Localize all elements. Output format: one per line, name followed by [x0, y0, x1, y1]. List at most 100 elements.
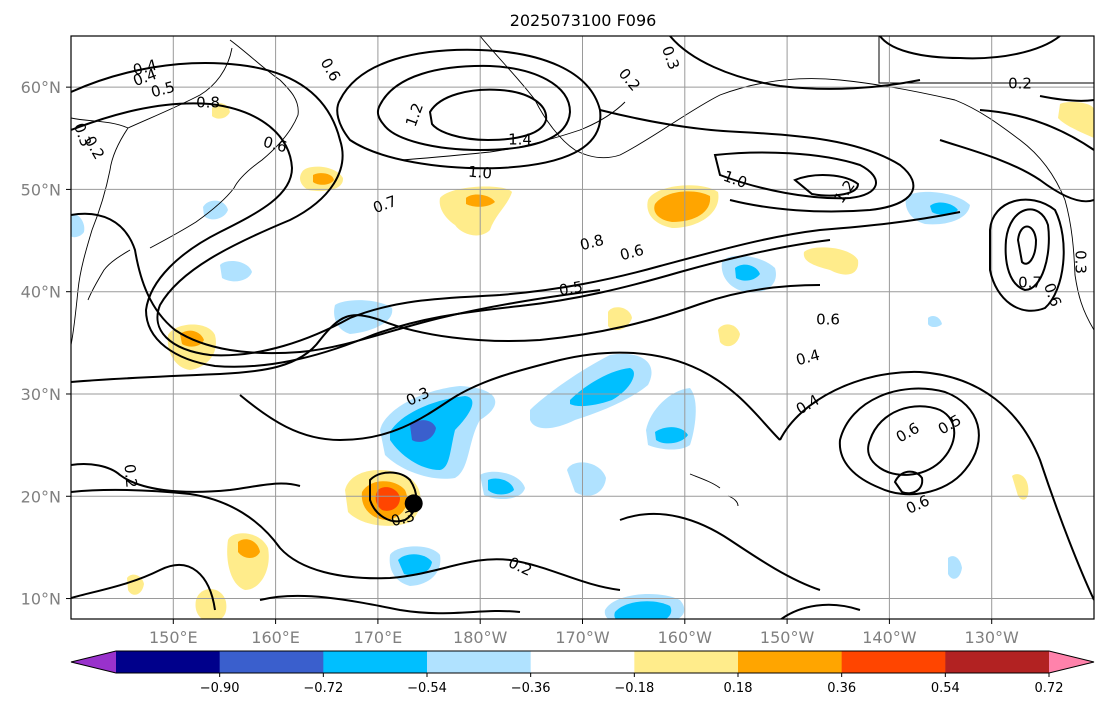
latitude-label: 10°N — [21, 590, 61, 609]
contour-line — [71, 564, 216, 611]
asia-coastline — [71, 117, 129, 346]
contour-line — [867, 405, 956, 476]
contour-value-label: 0.2 — [1008, 75, 1032, 93]
contour-lines — [71, 36, 1094, 619]
contour-value-label: 0.7 — [1018, 274, 1042, 292]
kuril-islands — [149, 187, 235, 249]
longitude-label: 180°W — [453, 628, 508, 647]
positive-anomaly-area — [718, 324, 740, 347]
contour-line — [893, 470, 924, 495]
colorbar-extend-min — [71, 651, 116, 673]
latitude-label: 50°N — [21, 180, 61, 199]
negative-anomaly-area — [220, 260, 252, 282]
negative-anomaly-area — [614, 601, 672, 619]
colorbar-tick-label: 0.72 — [1035, 681, 1064, 696]
positive-anomaly-area — [375, 487, 400, 511]
contour-line — [259, 594, 521, 615]
longitude-label: 170°E — [354, 628, 403, 647]
map-inset-border — [878, 36, 1094, 84]
contour-line — [1004, 208, 1050, 292]
contour-value-label: 0.6 — [816, 311, 840, 329]
contour-line — [71, 102, 831, 368]
longitude-label: 160°E — [251, 628, 300, 647]
contour-line — [979, 109, 1094, 151]
latitude-label: 20°N — [21, 487, 61, 506]
contour-value-label: 0.4 — [794, 346, 822, 370]
colorbar-tick-label: 0.54 — [931, 681, 960, 696]
colorbar: −0.90 −0.72 −0.54 −0.36 −0.18 0.18 0.36 0.54 0.7… — [70, 650, 1095, 696]
longitude-label: 160°W — [658, 628, 713, 647]
contour-line — [428, 88, 548, 142]
contour-line — [793, 174, 860, 197]
map-title: 2025073100 F096 — [510, 11, 657, 30]
latitude-label: 30°N — [21, 385, 61, 404]
latitude-label: 40°N — [21, 283, 61, 302]
colorbar-segment — [738, 651, 843, 673]
positive-anomaly-area — [608, 307, 632, 331]
negative-anomaly-area — [567, 462, 606, 496]
kamchatka-coastline — [229, 39, 299, 189]
contour-line — [376, 64, 572, 152]
colorbar-segment — [219, 651, 324, 673]
colorbar-segment — [323, 651, 428, 673]
contour-line — [713, 151, 877, 200]
longitude-label: 150°E — [149, 628, 198, 647]
colorbar-segment — [530, 651, 635, 673]
colorbar-tick-label: 0.18 — [724, 681, 753, 696]
latitude-axis: 60°N 50°N 40°N 30°N 20°N 10°N — [21, 78, 71, 609]
negative-anomaly-area — [930, 202, 958, 215]
colorbar-segment — [841, 651, 946, 673]
colorbar-tick-label: 0.36 — [827, 681, 856, 696]
longitude-label: 130°W — [965, 628, 1020, 647]
colorbar-tick-label: −0.18 — [614, 681, 654, 696]
colorbar-tick-label: −0.90 — [200, 681, 240, 696]
negative-anomaly-area — [948, 556, 962, 579]
contour-value-label: 1.4 — [508, 131, 532, 149]
longitude-axis: 150°E 160°E 170°E 180°W 170°W 160°W 150°W 140°W… — [149, 619, 1019, 647]
positive-anomaly-area — [654, 191, 711, 222]
colorbar-extend-max — [1049, 651, 1094, 673]
negative-anomaly-area — [735, 264, 760, 281]
contour-value-label: 0.8 — [196, 94, 220, 112]
longitude-label: 140°W — [862, 628, 917, 647]
positive-anomaly-area — [238, 539, 260, 558]
map-area: 0.40.50.80.60.61.21.41.00.70.30.40.20.30… — [71, 36, 1094, 619]
contour-line — [239, 351, 781, 442]
colorbar-segment — [945, 651, 1050, 673]
colorbar-segment — [116, 651, 221, 673]
latitude-label: 60°N — [21, 78, 61, 97]
contour-line — [779, 370, 1094, 601]
positive-anomaly-area — [195, 589, 227, 619]
longitude-label: 170°W — [555, 628, 610, 647]
negative-anomaly-area — [203, 200, 228, 220]
positive-anomaly-area — [1012, 474, 1029, 500]
contour-line — [71, 212, 601, 355]
positive-anomaly-area — [439, 186, 512, 236]
contour-line — [336, 48, 602, 170]
contour-value-label: 0.6 — [261, 133, 289, 157]
colorbar-tick-label: −0.36 — [511, 681, 551, 696]
positive-anomaly-area — [167, 324, 216, 370]
positive-anomaly-area — [313, 173, 334, 185]
contour-line — [71, 488, 621, 591]
contour-line — [879, 36, 1061, 60]
contour-line — [669, 36, 921, 90]
negative-anomaly-area — [655, 427, 688, 444]
colorbar-segment — [634, 651, 739, 673]
contour-line — [71, 463, 301, 493]
colorbar-outline — [70, 650, 1095, 674]
north-america-coastline — [954, 99, 1094, 331]
colorbar-segment — [427, 651, 532, 673]
contour-line — [71, 62, 961, 357]
contour-line — [1016, 225, 1038, 265]
contour-line — [71, 284, 821, 383]
contour-value-label: 0.6 — [618, 241, 646, 265]
colorbar-tick-label: −0.72 — [303, 681, 343, 696]
contour-line — [1039, 95, 1094, 102]
contour-value-label: 1.0 — [467, 162, 492, 182]
positive-anomaly-area — [803, 247, 859, 275]
negative-anomaly-area — [928, 316, 942, 327]
anomaly-shading — [71, 102, 1094, 619]
contour-line — [838, 387, 980, 496]
